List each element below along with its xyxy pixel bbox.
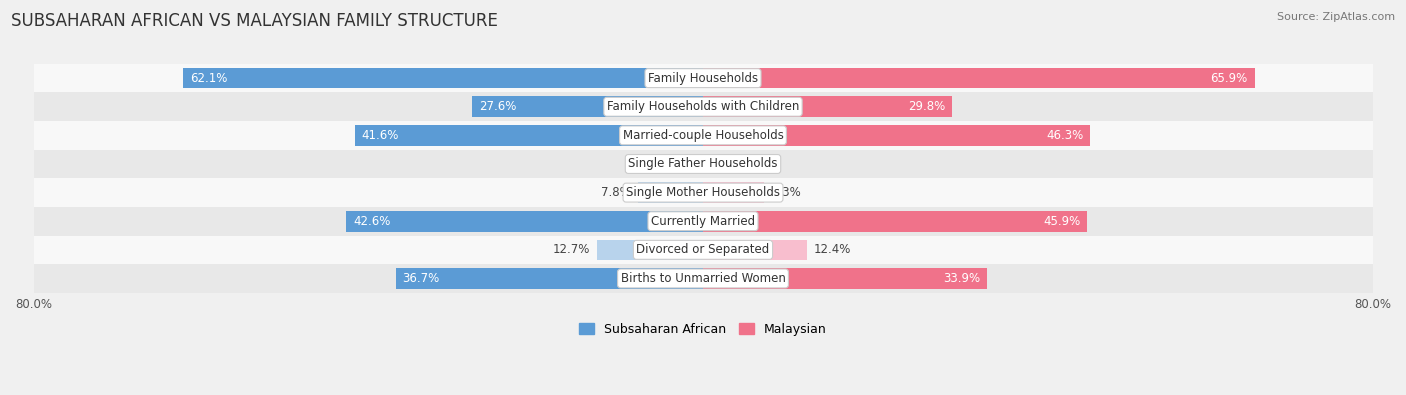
- Text: 33.9%: 33.9%: [943, 272, 980, 285]
- Bar: [472, 96, 703, 117]
- Text: Currently Married: Currently Married: [651, 215, 755, 228]
- Bar: [703, 268, 987, 289]
- Bar: [34, 235, 1372, 264]
- Text: Family Households with Children: Family Households with Children: [607, 100, 799, 113]
- Text: Family Households: Family Households: [648, 71, 758, 85]
- Text: 2.7%: 2.7%: [733, 158, 762, 171]
- Bar: [354, 125, 703, 146]
- Text: 65.9%: 65.9%: [1211, 71, 1247, 85]
- Text: 7.8%: 7.8%: [602, 186, 631, 199]
- Bar: [638, 182, 703, 203]
- Bar: [703, 211, 1087, 231]
- Bar: [703, 96, 952, 117]
- Bar: [703, 239, 807, 260]
- Text: SUBSAHARAN AFRICAN VS MALAYSIAN FAMILY STRUCTURE: SUBSAHARAN AFRICAN VS MALAYSIAN FAMILY S…: [11, 12, 498, 30]
- Text: 12.4%: 12.4%: [814, 243, 851, 256]
- Bar: [703, 154, 725, 174]
- Bar: [346, 211, 703, 231]
- Bar: [683, 154, 703, 174]
- Bar: [703, 68, 1254, 88]
- Text: 36.7%: 36.7%: [402, 272, 440, 285]
- Text: Single Father Households: Single Father Households: [628, 158, 778, 171]
- Text: 7.3%: 7.3%: [770, 186, 800, 199]
- Bar: [596, 239, 703, 260]
- Text: Source: ZipAtlas.com: Source: ZipAtlas.com: [1277, 12, 1395, 22]
- Text: 42.6%: 42.6%: [353, 215, 391, 228]
- Bar: [703, 125, 1091, 146]
- Bar: [34, 121, 1372, 150]
- Legend: Subsaharan African, Malaysian: Subsaharan African, Malaysian: [574, 318, 832, 341]
- Bar: [34, 264, 1372, 293]
- Text: Married-couple Households: Married-couple Households: [623, 129, 783, 142]
- Bar: [34, 150, 1372, 178]
- Bar: [183, 68, 703, 88]
- Text: 12.7%: 12.7%: [553, 243, 591, 256]
- Text: 41.6%: 41.6%: [361, 129, 399, 142]
- Text: 2.4%: 2.4%: [647, 158, 676, 171]
- Bar: [34, 178, 1372, 207]
- Bar: [34, 64, 1372, 92]
- Text: 62.1%: 62.1%: [190, 71, 228, 85]
- Bar: [396, 268, 703, 289]
- Text: Births to Unmarried Women: Births to Unmarried Women: [620, 272, 786, 285]
- Text: Divorced or Separated: Divorced or Separated: [637, 243, 769, 256]
- Text: 27.6%: 27.6%: [478, 100, 516, 113]
- Text: 45.9%: 45.9%: [1043, 215, 1080, 228]
- Bar: [34, 207, 1372, 235]
- Text: 46.3%: 46.3%: [1046, 129, 1084, 142]
- Bar: [34, 92, 1372, 121]
- Bar: [703, 182, 763, 203]
- Text: Single Mother Households: Single Mother Households: [626, 186, 780, 199]
- Text: 29.8%: 29.8%: [908, 100, 946, 113]
